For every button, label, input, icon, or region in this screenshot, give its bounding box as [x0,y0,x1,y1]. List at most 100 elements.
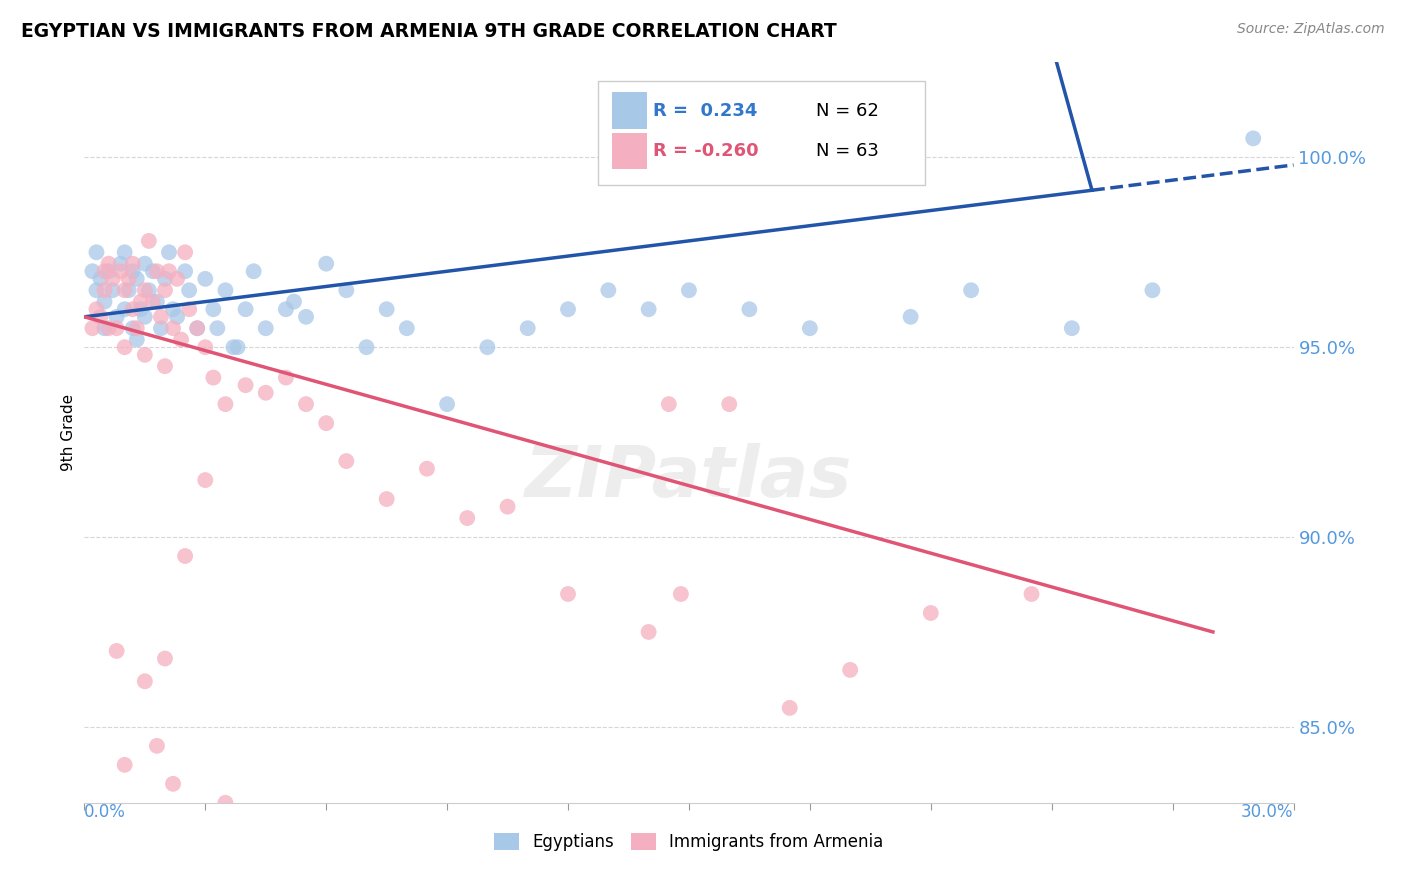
Point [477,340,499,354]
Point [436,397,458,411]
Point [146,294,169,309]
Point [118,272,141,286]
Text: N = 63: N = 63 [815,143,879,161]
Point [375,491,398,506]
Point [799,321,821,335]
Point [153,283,176,297]
Point [194,473,217,487]
Point [174,245,197,260]
Point [86,283,108,297]
Point [214,397,236,411]
Point [678,283,700,297]
Point [779,701,801,715]
Point [416,461,439,475]
Point [207,321,229,335]
Point [598,283,620,297]
Point [214,796,236,810]
Point [114,757,136,772]
Point [186,321,208,335]
Point [202,370,225,384]
Text: 0.0%: 0.0% [84,803,127,821]
Point [186,321,208,335]
Point [121,264,143,278]
Point [356,340,378,354]
Point [166,310,188,324]
Point [138,234,160,248]
Text: R = -0.260: R = -0.260 [652,143,758,161]
FancyBboxPatch shape [612,133,647,169]
Point [142,294,165,309]
Point [496,500,519,514]
Point [920,606,942,620]
Point [335,283,357,297]
Point [1241,131,1264,145]
Point [114,283,136,297]
Point [86,302,108,317]
Point [274,370,297,384]
Point [254,385,277,400]
Point [134,283,156,297]
Point [105,321,128,335]
Point [162,777,184,791]
Point [89,310,111,324]
Text: 30.0%: 30.0% [1241,803,1294,821]
Point [149,310,172,324]
Point [235,302,257,317]
Point [129,302,152,317]
Point [93,294,115,309]
Point [456,511,478,525]
Point [121,257,143,271]
Point [179,302,201,317]
Point [114,302,136,317]
Point [101,272,124,286]
Point [97,321,120,335]
Point [157,245,180,260]
Point [235,378,257,392]
Point [395,321,418,335]
Point [254,321,277,335]
Point [315,257,337,271]
Point [202,302,225,317]
Point [295,310,318,324]
Point [110,264,132,278]
Point [900,310,922,324]
Point [557,302,579,317]
Point [105,644,128,658]
Text: ZIPatlas: ZIPatlas [526,442,852,511]
Point [125,321,148,335]
Point [134,674,156,689]
Point [121,321,143,335]
Point [375,302,398,317]
Point [149,321,172,335]
Point [153,359,176,374]
Point [129,294,152,309]
Point [89,272,111,286]
Point [82,264,104,278]
Point [718,397,741,411]
Point [1021,587,1043,601]
Point [125,272,148,286]
Point [105,310,128,324]
Point [86,245,108,260]
FancyBboxPatch shape [599,81,925,185]
Point [134,310,156,324]
Point [283,294,305,309]
Point [179,283,201,297]
Text: N = 62: N = 62 [815,102,879,120]
Point [134,257,156,271]
Point [121,302,143,317]
Point [82,321,104,335]
Point [101,283,124,297]
Y-axis label: 9th Grade: 9th Grade [60,394,76,471]
Legend: Egyptians, Immigrants from Armenia: Egyptians, Immigrants from Armenia [488,826,890,857]
Point [174,549,197,563]
Point [110,257,132,271]
Point [315,416,337,430]
Point [839,663,862,677]
Point [170,333,193,347]
Point [146,739,169,753]
Point [194,272,217,286]
Point [125,333,148,347]
Point [146,264,169,278]
Point [242,264,264,278]
